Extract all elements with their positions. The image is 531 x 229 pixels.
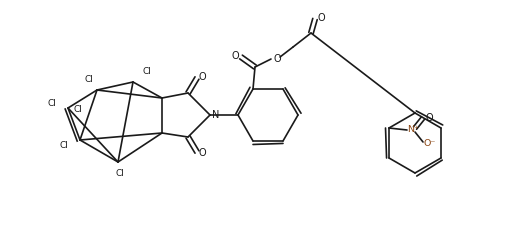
Text: Cl: Cl [142,68,151,76]
Text: O: O [425,113,433,123]
Text: Cl: Cl [59,142,68,150]
Text: O: O [317,13,325,23]
Text: Cl: Cl [74,106,82,114]
Text: N: N [212,110,220,120]
Text: Cl: Cl [84,76,93,85]
Text: Cl: Cl [116,169,124,177]
Text: O: O [198,148,206,158]
Text: Cl: Cl [48,99,56,109]
Text: O: O [198,72,206,82]
Text: O⁻: O⁻ [424,139,436,147]
Text: O: O [273,54,281,64]
Text: N⁺: N⁺ [407,125,419,134]
Text: O: O [231,51,239,61]
